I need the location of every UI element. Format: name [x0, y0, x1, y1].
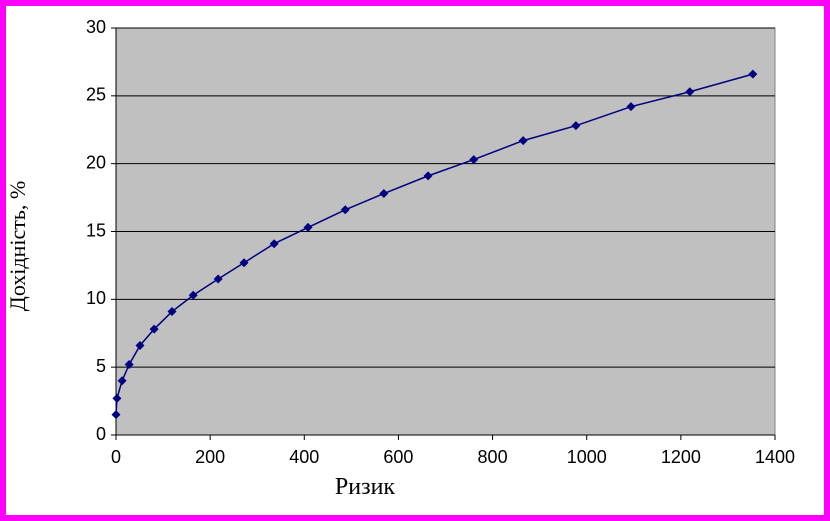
data-point	[111, 410, 121, 420]
data-point	[213, 274, 223, 284]
data-point	[239, 258, 249, 268]
y-tick-label: 25	[86, 85, 106, 105]
data-point	[117, 376, 127, 386]
y-tick-label: 30	[86, 17, 106, 37]
data-point	[626, 102, 636, 112]
y-tick-label: 15	[86, 220, 106, 240]
data-point	[340, 205, 350, 215]
data-point	[423, 171, 433, 181]
x-axis-title: Ризик	[335, 474, 396, 500]
y-tick-label: 20	[86, 152, 106, 172]
x-tick-label: 400	[289, 447, 319, 467]
data-point	[112, 393, 122, 403]
y-tick-label: 10	[86, 288, 106, 308]
y-tick-label: 0	[96, 424, 106, 444]
y-axis-title: Дохідність, %	[6, 181, 30, 311]
data-point	[303, 222, 313, 232]
data-point	[167, 307, 177, 317]
data-point	[571, 121, 581, 131]
x-tick-label: 1400	[755, 447, 795, 467]
data-point	[469, 155, 479, 165]
chart: Ризик Дохідність, % 0 5 10 15 20 25 30 0 200 400 6…	[6, 17, 795, 500]
data-point	[124, 359, 134, 369]
x-tick-label: 200	[195, 447, 225, 467]
x-tick-label: 1000	[567, 447, 607, 467]
data-point	[748, 69, 758, 79]
data-point	[379, 189, 389, 199]
data-point	[188, 290, 198, 300]
data-point	[149, 324, 159, 334]
data-point	[135, 340, 145, 350]
x-tick-label: 800	[478, 447, 508, 467]
data-point	[269, 239, 279, 249]
y-tick-label: 5	[96, 356, 106, 376]
data-point	[685, 87, 695, 97]
x-tick-label: 600	[383, 447, 413, 467]
x-tick-label: 0	[111, 447, 121, 467]
data-point	[518, 136, 528, 146]
x-tick-label: 1200	[661, 447, 701, 467]
